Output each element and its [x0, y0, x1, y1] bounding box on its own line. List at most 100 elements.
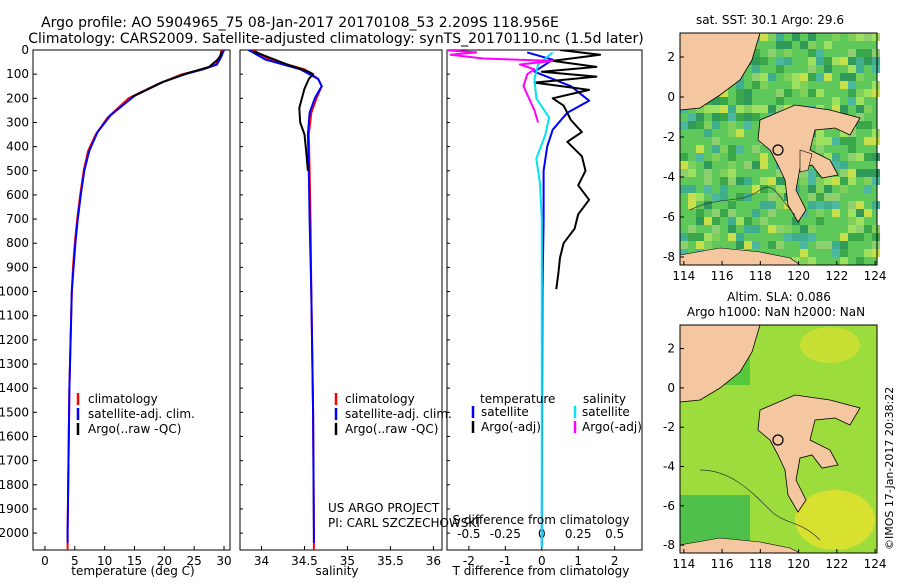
- x-tick-label: 20: [157, 554, 172, 568]
- sst-pixel: [816, 49, 824, 57]
- sst-pixel: [680, 241, 688, 249]
- sst-pixel: [760, 217, 768, 225]
- sst-pixel: [840, 129, 848, 137]
- sst-pixel: [736, 97, 744, 105]
- sst-pixel: [728, 153, 736, 161]
- map-x-tick-label: 120: [787, 269, 810, 283]
- sst-pixel: [712, 193, 720, 201]
- sst-pixel: [704, 241, 712, 249]
- sst-pixel: [728, 201, 736, 209]
- sst-pixel: [784, 49, 792, 57]
- sst-pixel: [824, 185, 832, 193]
- sst-pixel: [744, 241, 752, 249]
- sst-pixel: [832, 137, 840, 145]
- x-tick-label: 0: [41, 554, 49, 568]
- legend-t-argo-label: Argo(-adj): [481, 420, 541, 434]
- sst-pixel: [872, 81, 880, 89]
- sst-pixel: [816, 185, 824, 193]
- sst-pixel: [856, 257, 864, 265]
- sst-pixel: [808, 41, 816, 49]
- sst-pixel: [760, 105, 768, 113]
- salinity-legend: climatology satellite-adj. clim. Argo(..…: [334, 392, 452, 436]
- legend-s-argo-label: Argo(-adj): [582, 420, 642, 434]
- sst-pixel: [704, 169, 712, 177]
- sst-pixel: [768, 33, 776, 41]
- sulawesi-land: [757, 394, 861, 513]
- sst-pixel: [808, 201, 816, 209]
- sst-pixel: [704, 233, 712, 241]
- sst-pixel: [720, 97, 728, 105]
- x-tick-label: 34: [254, 554, 269, 568]
- sst-pixel: [816, 57, 824, 65]
- legend-climatology-label: climatology: [345, 392, 415, 406]
- sst-pixel: [816, 209, 824, 217]
- sst-pixel: [792, 217, 800, 225]
- sla-contour: [699, 469, 821, 541]
- map-y-tick-label: -2: [663, 130, 675, 144]
- sst-pixel: [840, 161, 848, 169]
- sla-map-frame: [679, 324, 878, 554]
- map-y-tick-label: -2: [663, 420, 675, 434]
- sst-pixel: [760, 185, 768, 193]
- sst-pixel: [832, 105, 840, 113]
- sst-pixel: [840, 137, 848, 145]
- sst-pixel: [856, 113, 864, 121]
- sst-pixel: [744, 121, 752, 129]
- sst-pixel: [800, 177, 808, 185]
- sst-pixel: [712, 225, 720, 233]
- sst-pixel: [840, 177, 848, 185]
- sst-pixel: [872, 65, 880, 73]
- sst-pixel: [832, 241, 840, 249]
- sst-pixel: [776, 57, 784, 65]
- sst-pixel: [728, 177, 736, 185]
- sst-pixel: [864, 105, 872, 113]
- sst-pixel: [872, 249, 880, 257]
- sst-pixel: [808, 169, 816, 177]
- sst-pixel: [776, 193, 784, 201]
- sst-pixel: [848, 201, 856, 209]
- difference-series: [447, 50, 602, 548]
- map-y-tick-label: -4: [663, 460, 675, 474]
- sst-pixel: [848, 65, 856, 73]
- sst-pixel: [784, 41, 792, 49]
- sst-pixel: [712, 209, 720, 217]
- sst-pixel: [688, 201, 696, 209]
- sst-pixel: [840, 257, 848, 265]
- sst-pixel: [760, 57, 768, 65]
- sst-pixel: [744, 105, 752, 113]
- sst-pixel: [840, 169, 848, 177]
- depth-tick-label: 1900: [0, 502, 29, 516]
- sst-pixel: [824, 57, 832, 65]
- x-tick-label: 10: [97, 554, 112, 568]
- sst-pixel: [704, 201, 712, 209]
- sst-pixel: [720, 113, 728, 121]
- x-tick-label: 15: [127, 554, 142, 568]
- sst-pixel: [808, 185, 816, 193]
- sst-pixel: [696, 233, 704, 241]
- sst-pixel: [800, 233, 808, 241]
- sst-pixel: [840, 233, 848, 241]
- depth-axis: 0 100 200 300 400 500 600 700 800 900 1000 1100 1200…: [0, 43, 450, 540]
- legend-temperature-head: temperature: [480, 392, 555, 406]
- map-x-tick-label: 124: [864, 269, 887, 283]
- sst-pixel: [848, 177, 856, 185]
- depth-tick-label: 1700: [0, 454, 29, 468]
- sst-pixel: [840, 105, 848, 113]
- sst-pixel: [816, 73, 824, 81]
- sst-pixel: [688, 225, 696, 233]
- t-difference-xlabel: T difference from climatology: [452, 564, 630, 578]
- map-y-tick-label: -8: [663, 250, 675, 264]
- sst-pixel: [720, 145, 728, 153]
- series-line-s-satellite: [533, 51, 554, 548]
- s-difference-xlabel: S difference from climatology: [453, 513, 630, 527]
- sst-pixel: [800, 41, 808, 49]
- sst-pixel: [808, 57, 816, 65]
- sla-patch: [800, 327, 860, 363]
- sla-map-subtitle: Argo h1000: NaN h2000: NaN: [687, 305, 865, 319]
- sst-map: [679, 32, 880, 266]
- sst-pixel: [768, 73, 776, 81]
- sst-pixel: [704, 129, 712, 137]
- sst-pixel: [768, 201, 776, 209]
- sst-pixel: [760, 161, 768, 169]
- sst-pixel: [736, 217, 744, 225]
